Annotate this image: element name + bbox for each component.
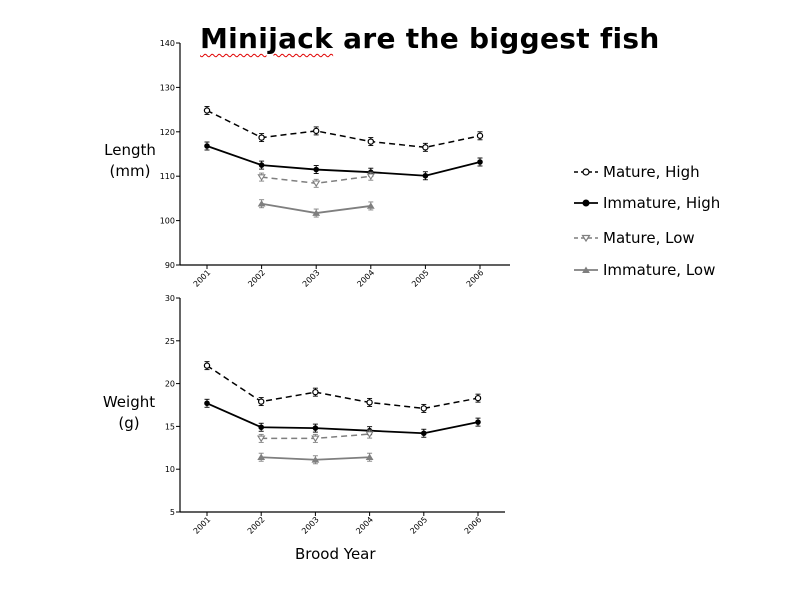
weight-mature-high-point xyxy=(258,398,265,405)
title-first-word: Minijack xyxy=(200,22,334,55)
weight-mature-low-point xyxy=(311,435,320,443)
weight-x-tick-label: 2004 xyxy=(354,515,375,536)
weight-immature-high-line xyxy=(206,402,479,435)
legend-symbol-mature-low xyxy=(574,234,598,243)
length-x-tick-label: 2003 xyxy=(301,268,322,289)
length-x-tick-label: 2002 xyxy=(246,268,267,289)
length-mature-high-point xyxy=(367,138,374,145)
weight-y-tick-label: 10 xyxy=(165,465,175,474)
length-mature-low-point xyxy=(312,180,321,188)
weight-x-tick-label: 2005 xyxy=(408,515,429,536)
weight-mature-high-line xyxy=(206,364,479,410)
weight-axis-label-line-2: (g) xyxy=(118,414,140,432)
length-immature-low-point xyxy=(257,200,266,207)
length-y-tick-label: 130 xyxy=(160,83,175,92)
title-rest: are the biggest fish xyxy=(333,22,660,55)
weight-axis-label: Weight (g) xyxy=(96,392,162,434)
weight-x-tick-label: 2003 xyxy=(300,515,321,536)
length-y-tick-label: 140 xyxy=(160,39,175,48)
weight-mature-high-point xyxy=(203,362,211,369)
length-immature-high-point xyxy=(258,162,265,168)
length-axis-label: Length (mm) xyxy=(98,140,162,182)
weight-x-tick-label: 2002 xyxy=(246,515,267,536)
weight-immature-low-point xyxy=(365,453,374,461)
length-mature-high-point xyxy=(476,132,484,139)
weight-y-tick-label: 5 xyxy=(170,508,175,517)
legend-item-immature-low: Immature, Low xyxy=(573,260,773,282)
legend-item-mature-high: Mature, High xyxy=(573,162,773,184)
legend-item-mature-low: Mature, Low xyxy=(573,228,773,250)
legend-label-immature-high: Immature, High xyxy=(603,194,721,212)
weight-x-tick-label: 2001 xyxy=(192,515,213,536)
length-x-tick-label: 2004 xyxy=(355,268,376,289)
length-mature-high-point xyxy=(422,144,429,151)
length-immature-high-point xyxy=(204,143,210,149)
length-y-tick-label: 100 xyxy=(160,217,175,226)
length-immature-high-line xyxy=(206,145,481,177)
chart-title: Minijack are the biggest fish xyxy=(200,22,660,55)
x-axis-label: Brood Year xyxy=(295,545,376,563)
legend-label-immature-low: Immature, Low xyxy=(603,261,716,279)
weight-immature-high-point xyxy=(204,400,210,407)
weight-immature-high-point xyxy=(312,425,319,431)
legend-label-mature-low: Mature, Low xyxy=(603,229,695,247)
weight-immature-high-point xyxy=(475,419,481,425)
weight-immature-high-point xyxy=(258,424,265,431)
weight-mature-low-point xyxy=(257,435,266,443)
length-mature-high-point xyxy=(258,134,265,141)
weight-mature-high-point xyxy=(312,388,319,396)
length-y-tick-label: 90 xyxy=(165,261,175,270)
weight-y-tick-label: 20 xyxy=(165,380,175,389)
weight-immature-low-point xyxy=(257,453,266,461)
length-immature-low-point xyxy=(366,202,375,209)
legend-symbol-mature-high xyxy=(574,168,598,176)
length-mature-high-point xyxy=(313,127,320,135)
legend-label-mature-high: Mature, High xyxy=(603,163,700,181)
legend-symbol-immature-low xyxy=(574,266,598,273)
length-x-tick-label: 2001 xyxy=(192,268,213,289)
length-mature-low-point xyxy=(257,174,266,181)
length-y-tick-label: 120 xyxy=(160,128,175,137)
weight-y-tick-label: 15 xyxy=(165,422,175,431)
legend-item-immature-high: Immature, High xyxy=(573,193,773,215)
weight-mature-high-point xyxy=(420,405,427,412)
length-x-tick-label: 2006 xyxy=(465,268,486,289)
length-immature-high-point xyxy=(422,172,429,179)
weight-mature-high-point xyxy=(366,399,373,406)
weight-x-tick-label: 2006 xyxy=(463,515,484,536)
length-y-tick-label: 110 xyxy=(160,172,175,181)
legend-symbol-immature-high xyxy=(574,199,598,207)
weight-immature-high-point xyxy=(421,430,427,437)
weight-y-tick-label: 25 xyxy=(165,337,175,346)
length-x-tick-label: 2005 xyxy=(410,268,431,289)
length-mature-high-point xyxy=(203,107,211,114)
length-axis-label-line-2: (mm) xyxy=(109,162,151,180)
weight-immature-low-point xyxy=(311,456,320,463)
weight-axis-label-line-1: Weight xyxy=(102,393,156,411)
length-mature-low-point xyxy=(366,173,375,181)
weight-mature-high-point xyxy=(474,394,482,402)
weight-mature-low-point xyxy=(365,431,374,438)
length-mature-high-line xyxy=(206,109,481,149)
weight-y-tick-label: 30 xyxy=(165,294,175,303)
length-axis-label-line-1: Length xyxy=(104,141,156,159)
length-immature-high-point xyxy=(477,159,483,165)
length-immature-low-point xyxy=(312,209,321,216)
length-immature-high-point xyxy=(313,166,320,173)
